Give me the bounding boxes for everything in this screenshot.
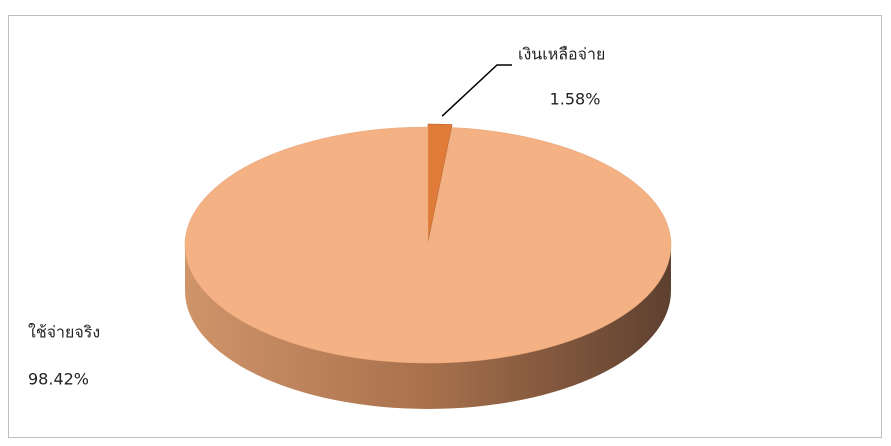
pie-slice (427, 123, 453, 243)
pie-side (185, 245, 671, 409)
pie-slice (184, 126, 672, 364)
category-label: ใช้จ่ายจริง (28, 323, 100, 342)
value-label: 98.42% (28, 370, 89, 389)
value-label: 1.58% (550, 90, 601, 109)
chart-frame (8, 15, 882, 438)
category-label: เงินเหลือจ่าย (518, 45, 605, 64)
leader-line (441, 64, 512, 117)
